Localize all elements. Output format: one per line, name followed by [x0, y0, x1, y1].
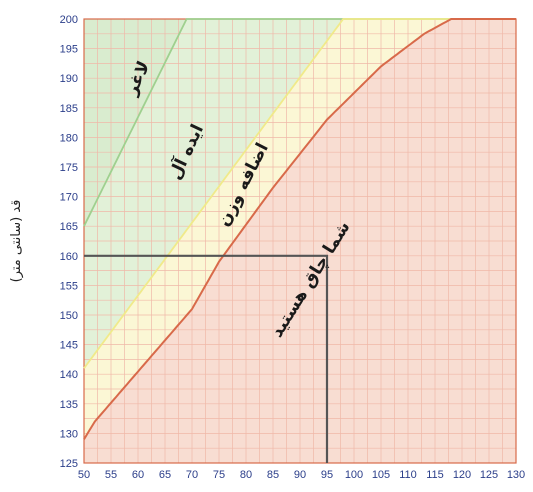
y-tick-label: 185	[60, 103, 78, 115]
x-tick-label: 60	[132, 469, 144, 481]
y-tick-label: 190	[60, 73, 78, 85]
y-tick-label: 200	[60, 14, 78, 26]
x-tick-label: 105	[372, 469, 390, 481]
x-tick-label: 120	[453, 469, 471, 481]
x-tick-label: 75	[213, 469, 225, 481]
y-tick-label: 165	[60, 221, 78, 233]
y-tick-label: 160	[60, 251, 78, 263]
y-tick-label: 155	[60, 280, 78, 292]
grid-layer	[83, 18, 517, 464]
zone-thin	[84, 19, 516, 227]
y-tick-label: 135	[60, 399, 78, 411]
x-tick-label: 65	[159, 469, 171, 481]
y-tick-label: 150	[60, 310, 78, 322]
boundary-line-ideal-overweight	[83, 18, 516, 369]
y-tick-label: 145	[60, 340, 78, 352]
x-tick-label: 70	[186, 469, 198, 481]
y-tick-label: 175	[60, 162, 78, 174]
y-tick-label: 170	[60, 192, 78, 204]
y-axis-ticks: 125 130 135 140 145 150 155 160 165 170 175 180 185 1…	[60, 14, 78, 470]
x-tick-label: 100	[345, 469, 363, 481]
y-tick-label: 195	[60, 44, 78, 56]
x-tick-label: 125	[480, 469, 498, 481]
x-tick-label: 85	[267, 469, 279, 481]
y-tick-label: 125	[60, 458, 78, 470]
x-tick-label: 90	[294, 469, 306, 481]
highlight-layer	[84, 254, 329, 463]
x-axis-ticks: 50 55 60 65 70 75 80 85 90 95 100 105 110 115 120 125 13…	[78, 469, 525, 481]
y-tick-label: 130	[60, 428, 78, 440]
x-tick-label: 55	[105, 469, 117, 481]
x-tick-label: 80	[240, 469, 252, 481]
boundary-lines	[83, 18, 516, 440]
x-tick-label: 50	[78, 469, 90, 481]
highlight-line	[84, 254, 329, 463]
y-tick-label: 140	[60, 369, 78, 381]
y-tick-label: 180	[60, 132, 78, 144]
y-axis-label: قد (سانتی متر)	[9, 200, 24, 283]
x-tick-label: 130	[507, 469, 525, 481]
x-tick-label: 95	[321, 469, 333, 481]
x-tick-label: 110	[399, 469, 417, 481]
x-tick-label: 115	[426, 469, 444, 481]
boundary-line-overweight-obese	[83, 18, 516, 440]
